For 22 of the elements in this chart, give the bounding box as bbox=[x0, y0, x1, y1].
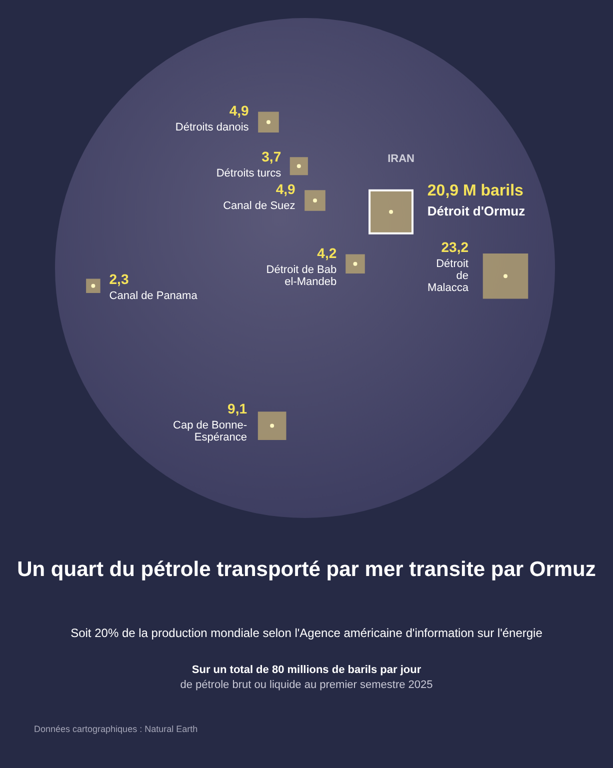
text: Un quart du pétrole transporté par mer transite par Ormuz bbox=[16, 557, 597, 583]
category-label: Détroit de Malacca bbox=[428, 258, 470, 294]
text: IRAN bbox=[388, 153, 414, 165]
category-label: Cap de Bonne-Espérance bbox=[173, 420, 248, 444]
category-label: Détroits danois bbox=[175, 121, 250, 134]
data-label: 4,9 bbox=[276, 180, 296, 197]
category-label: Canal de Panama bbox=[109, 290, 198, 302]
category-label: Canal de Suez bbox=[223, 200, 296, 212]
data-label: 4,2 bbox=[317, 245, 337, 262]
data-label: 23,2 bbox=[441, 239, 469, 256]
data-label: 4,9 bbox=[229, 102, 249, 118]
data-label: 20,9 M barils bbox=[427, 182, 524, 200]
text: Données cartographiques : Natural Earth bbox=[34, 724, 198, 734]
category-label: Détroits turcs bbox=[216, 167, 282, 180]
data-label: 9,1 bbox=[228, 400, 248, 417]
text: Sur un total de 80 millions de barils par jour bbox=[190, 664, 422, 676]
text: de pétrole brut ou liquide au premier semestre 2025 bbox=[179, 679, 434, 691]
data-label: 2,3 bbox=[109, 270, 129, 287]
category-label: Détroit d'Ormuz bbox=[427, 204, 526, 219]
data-label: 3,7 bbox=[262, 148, 282, 164]
category-label: Détroit de Bab el-Mandeb bbox=[266, 264, 337, 288]
text: Soit 20% de la production mondiale selon l'Agence américaine d'information sur l'énergie bbox=[70, 626, 544, 640]
